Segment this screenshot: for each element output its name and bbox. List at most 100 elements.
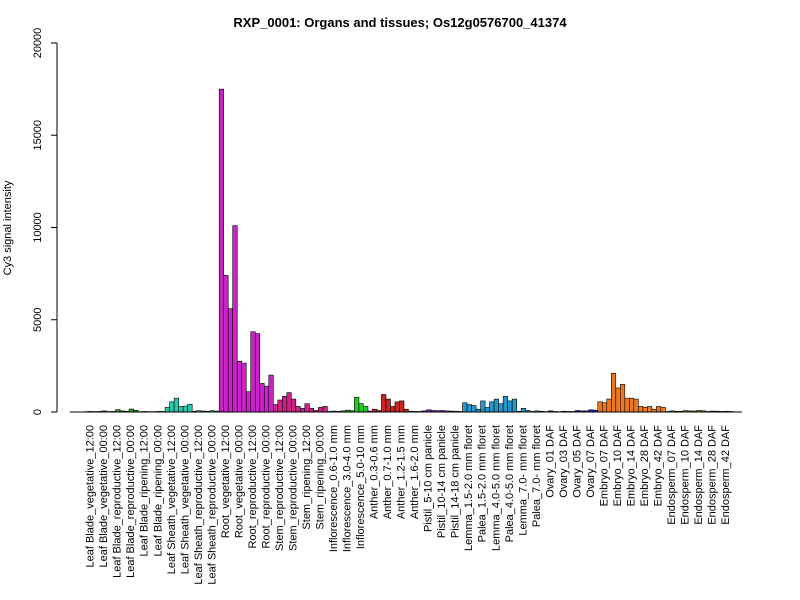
bar xyxy=(399,400,405,413)
x-tick-label: Embryo_42 DAF xyxy=(653,425,665,507)
bar xyxy=(245,391,252,413)
y-axis-label: Cy3 signal intensity xyxy=(2,180,14,275)
bar xyxy=(633,398,639,413)
bar xyxy=(363,406,369,413)
bar xyxy=(232,225,238,413)
bar xyxy=(241,362,247,413)
bar xyxy=(647,406,653,413)
x-tick-label: Inflorescence_0.6-1.0 mm xyxy=(328,425,340,552)
bar xyxy=(268,374,274,413)
x-tick-label: Leaf Sheath_vegetative_12:00 xyxy=(166,425,178,574)
bar xyxy=(390,406,396,413)
bar xyxy=(358,403,364,413)
x-tick-label: Pistil_5-10 cm panicle xyxy=(423,425,435,532)
bar xyxy=(182,405,188,413)
bar xyxy=(642,407,648,413)
x-tick-label: Palea_1.5-2.0 mm floret xyxy=(477,425,489,542)
bar xyxy=(309,408,315,413)
bar xyxy=(281,396,288,413)
bar xyxy=(223,275,229,413)
bar xyxy=(187,403,193,413)
bar xyxy=(173,397,179,413)
chart-title: RXP_0001: Organs and tissues; Os12g05767… xyxy=(233,15,567,30)
x-tick-label: Ovary_07 DAF xyxy=(585,425,597,498)
x-tick-label: Leaf Blade_vegetative_00:00 xyxy=(98,425,110,568)
bar xyxy=(502,396,508,413)
x-tick-label: Leaf Sheath_reproductive_12:00 xyxy=(193,425,205,585)
bar xyxy=(656,406,662,413)
bar xyxy=(300,408,306,413)
x-tick-label: Lemma_4.0-5.0 mm floret xyxy=(490,425,502,551)
x-tick-label: Leaf Blade_ripening_00:00 xyxy=(152,425,164,557)
x-tick-label: Ovary_01 DAF xyxy=(544,425,556,498)
bar xyxy=(520,408,526,413)
bar xyxy=(291,398,297,413)
x-tick-label: Root_vegetative_00:00 xyxy=(233,425,245,538)
x-tick-label: Embryo_14 DAF xyxy=(625,425,637,507)
x-tick-label: Endosperm_42 DAF xyxy=(720,425,732,525)
x-tick-label: Stem_reproductive_12:00 xyxy=(274,425,286,551)
bar xyxy=(471,405,477,413)
bar xyxy=(318,407,324,413)
x-tick-label: Anther_0.3-0.6 mm xyxy=(369,425,381,519)
bar xyxy=(227,308,234,413)
x-tick-label: Embryo_10 DAF xyxy=(612,425,624,507)
x-tick-label: Anther_1.6-2.0 mm xyxy=(409,425,421,519)
y-axis: 0 5000 10000 15000 20000 xyxy=(32,28,58,415)
bar xyxy=(304,403,310,413)
y-tick-label: 10000 xyxy=(32,212,44,243)
y-tick-label: 5000 xyxy=(32,308,44,332)
bar xyxy=(606,398,612,413)
bar xyxy=(484,407,490,413)
bar xyxy=(507,400,513,413)
x-tick-label: Ovary_03 DAF xyxy=(558,425,570,498)
x-tick-label: Root_reproductive_00:00 xyxy=(260,425,272,549)
x-tick-label: Stem_ripening_12:00 xyxy=(301,425,313,530)
y-tick-label: 20000 xyxy=(32,28,44,59)
x-tick-label: Endosperm_07 DAF xyxy=(666,425,678,525)
x-tick-label: Pistil_14-18 cm panicle xyxy=(450,425,462,538)
x-tick-label: Lemma_1.5-2.0 mm floret xyxy=(463,425,475,551)
x-tick-label: Inflorescence_5.0-10 mm xyxy=(355,425,367,549)
bar xyxy=(164,407,170,413)
x-tick-label: Inflorescence_3.0-4.0 mm xyxy=(342,425,354,552)
bar xyxy=(629,397,635,413)
x-tick-label: Endosperm_10 DAF xyxy=(680,425,692,525)
bar xyxy=(498,403,504,413)
bar xyxy=(493,398,499,413)
x-tick-label: Root_reproductive_12:00 xyxy=(247,425,259,549)
x-tick-label: Pistil_10-14 cm panicle xyxy=(436,425,448,538)
bar xyxy=(218,88,225,413)
y-tick-label: 15000 xyxy=(32,120,44,151)
y-tick-label: 0 xyxy=(32,409,44,415)
x-tick-label: Leaf Sheath_vegetative_00:00 xyxy=(179,425,191,574)
x-tick-label: Stem_reproductive_00:00 xyxy=(287,425,299,551)
bar xyxy=(394,401,400,413)
x-tick-label: Leaf Blade_vegetative_12:00 xyxy=(85,425,97,568)
bar xyxy=(381,394,387,413)
bar xyxy=(178,406,184,413)
x-tick-label: Leaf Blade_reproductive_00:00 xyxy=(125,425,137,578)
x-tick-label: Leaf Blade_ripening_12:00 xyxy=(139,425,151,557)
bar xyxy=(601,402,608,413)
x-tick-label: Stem_ripening_00:00 xyxy=(315,425,327,530)
x-tick-label: Endosperm_28 DAF xyxy=(707,425,719,525)
bar xyxy=(638,406,644,413)
x-tick-labels: Leaf Blade_vegetative_12:00 Leaf Blade_ve… xyxy=(85,425,732,585)
bars-layer xyxy=(83,88,734,413)
bar xyxy=(295,406,301,413)
bar xyxy=(250,331,256,413)
bar xyxy=(272,404,279,413)
bar xyxy=(259,383,265,413)
x-tick-label: Anther_1.2-1.5 mm xyxy=(396,425,408,519)
bar xyxy=(489,401,495,413)
bar xyxy=(619,384,626,413)
bar xyxy=(277,399,283,413)
bar xyxy=(466,404,472,413)
x-tick-label: Leaf Blade_reproductive_12:00 xyxy=(112,425,124,578)
x-tick-label: Root_vegetative_12:00 xyxy=(220,425,232,538)
bar xyxy=(597,401,603,413)
x-tick-label: Anther_0.7-1.0 mm xyxy=(382,425,394,519)
bar xyxy=(511,398,517,413)
